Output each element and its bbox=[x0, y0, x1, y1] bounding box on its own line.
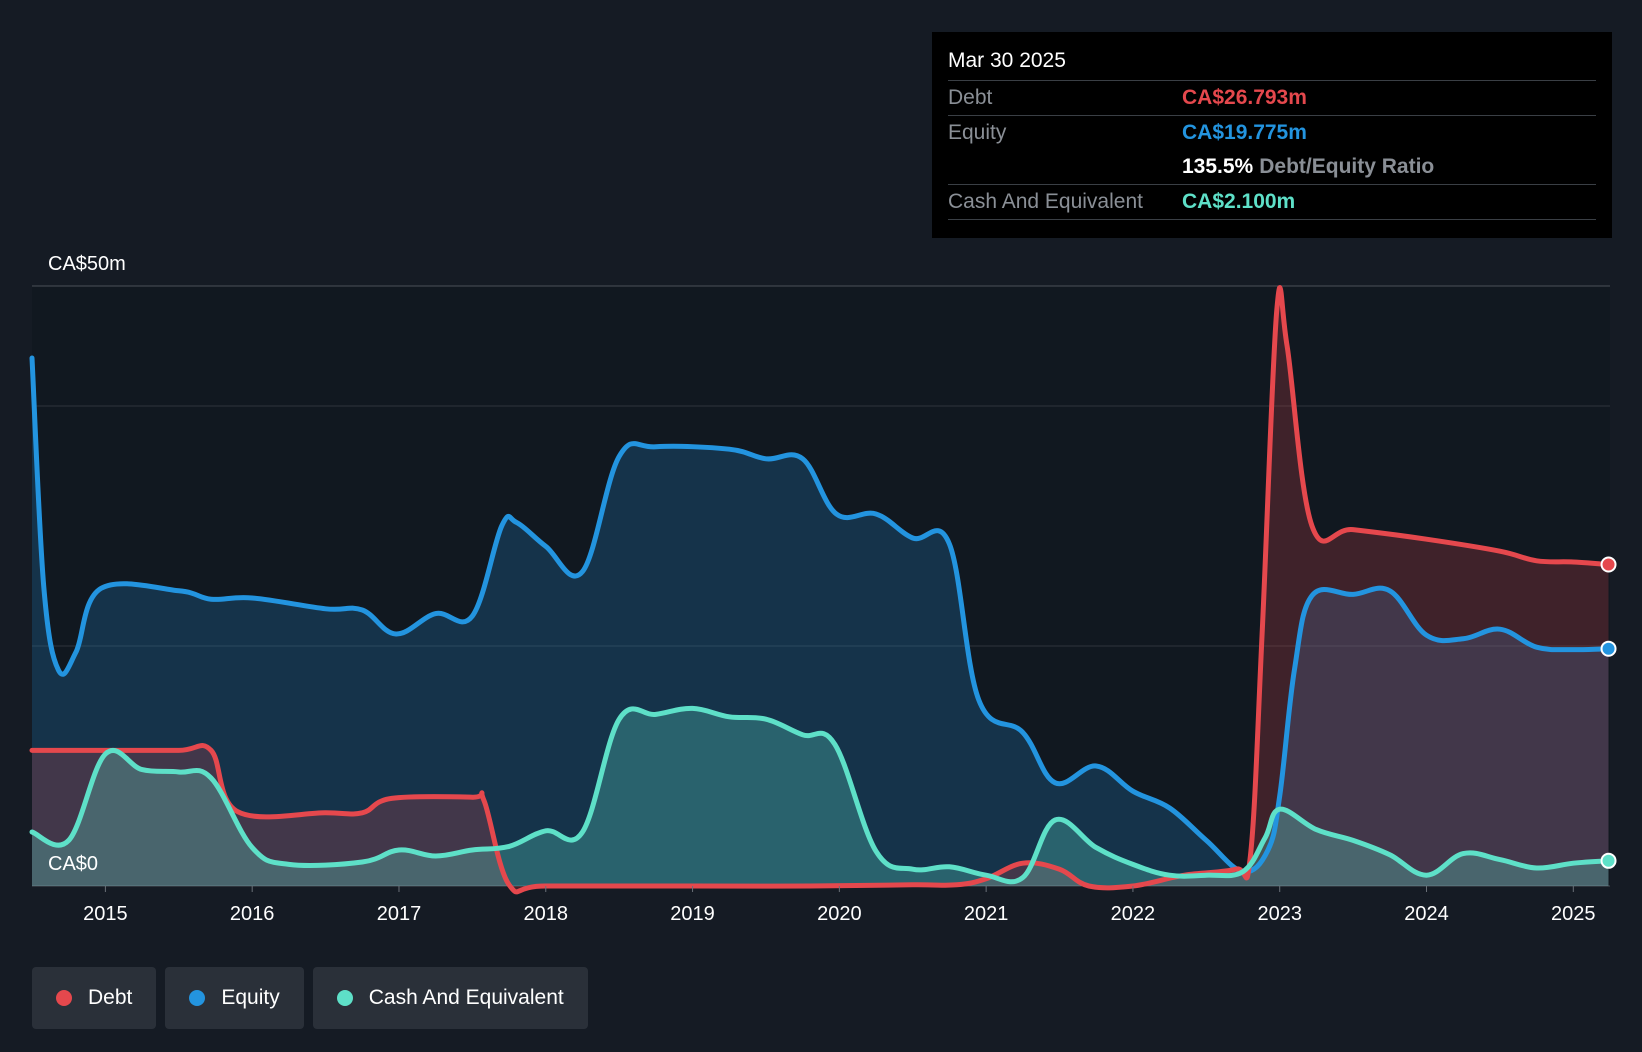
y-axis-bottom-label: CA$0 bbox=[48, 853, 98, 875]
x-tick-label-2023: 2023 bbox=[1257, 903, 1302, 925]
x-tick-label-2018: 2018 bbox=[524, 903, 569, 925]
tooltip-debt-label: Debt bbox=[948, 86, 993, 109]
tooltip-equity-value: CA$19.775m bbox=[1182, 121, 1307, 144]
legend-dot-equity-icon bbox=[189, 990, 206, 1006]
area-equity bbox=[32, 358, 1609, 886]
x-tick-label-2025: 2025 bbox=[1551, 903, 1596, 925]
x-tick-label-2021: 2021 bbox=[964, 903, 1009, 925]
tooltip-ratio-value: 135.5% bbox=[1182, 155, 1254, 178]
end-markers bbox=[1600, 556, 1617, 869]
line-equity bbox=[29, 355, 1611, 875]
legend-item-equity[interactable]: Equity bbox=[165, 967, 304, 1029]
x-tick-label-2024: 2024 bbox=[1404, 903, 1449, 925]
legend-label-debt: Debt bbox=[88, 986, 133, 1009]
tooltip-debt-value: CA$26.793m bbox=[1182, 86, 1307, 109]
x-tick-label-2015: 2015 bbox=[83, 903, 128, 925]
tooltip-cash-label: Cash And Equivalent bbox=[948, 190, 1143, 213]
line-cash-and-equivalent bbox=[29, 705, 1611, 885]
x-tick-label-2019: 2019 bbox=[670, 903, 715, 925]
tooltip-date: Mar 30 2025 bbox=[948, 46, 1596, 81]
x-tick-label-2020: 2020 bbox=[817, 903, 862, 925]
area-cash-and-equivalent bbox=[32, 708, 1609, 886]
tooltip-ratio-row: 135.5% Debt/Equity Ratio bbox=[948, 150, 1596, 185]
end-marker-equity bbox=[1600, 640, 1617, 657]
legend-dot-cash-icon bbox=[336, 990, 353, 1006]
tooltip-ratio-label: Debt/Equity Ratio bbox=[1259, 155, 1435, 178]
legend-dot-debt-icon bbox=[56, 990, 72, 1006]
end-marker-cash-and-equivalent bbox=[1600, 852, 1617, 869]
x-axis-ticks: 2015 2016 2017 2018 2019 2020 2021 2022 2023 2024… bbox=[83, 886, 1596, 925]
legend-item-debt[interactable]: Debt bbox=[32, 967, 157, 1029]
y-axis-top-label: CA$50m bbox=[48, 253, 126, 275]
tooltip-cash-row: Cash And Equivalent CA$2.100m bbox=[948, 185, 1596, 220]
plot-background bbox=[32, 286, 1610, 886]
x-tick-label-2017: 2017 bbox=[377, 903, 422, 925]
legend-label-equity: Equity bbox=[221, 986, 280, 1009]
end-marker-debt bbox=[1600, 556, 1617, 573]
series-areas bbox=[32, 287, 1609, 892]
x-tick-label-2016: 2016 bbox=[230, 903, 275, 925]
tooltip-equity-label: Equity bbox=[948, 121, 1007, 144]
tooltip-cash-value: CA$2.100m bbox=[1182, 190, 1296, 213]
tooltip-equity-row: Equity CA$19.775m bbox=[948, 116, 1596, 150]
legend-label-cash: Cash And Equivalent bbox=[368, 986, 564, 1009]
area-debt bbox=[32, 287, 1609, 892]
line-debt bbox=[29, 285, 1611, 895]
chart-legend: Debt Equity Cash And Equivalent bbox=[32, 967, 588, 1029]
series-lines bbox=[29, 285, 1611, 895]
tooltip-debt-row: Debt CA$26.793m bbox=[948, 81, 1596, 116]
x-tick-label-2022: 2022 bbox=[1111, 903, 1156, 925]
legend-item-cash[interactable]: Cash And Equivalent bbox=[312, 967, 588, 1029]
tooltip-panel: Mar 30 2025 Debt CA$26.793m Equity CA$19… bbox=[932, 32, 1612, 238]
